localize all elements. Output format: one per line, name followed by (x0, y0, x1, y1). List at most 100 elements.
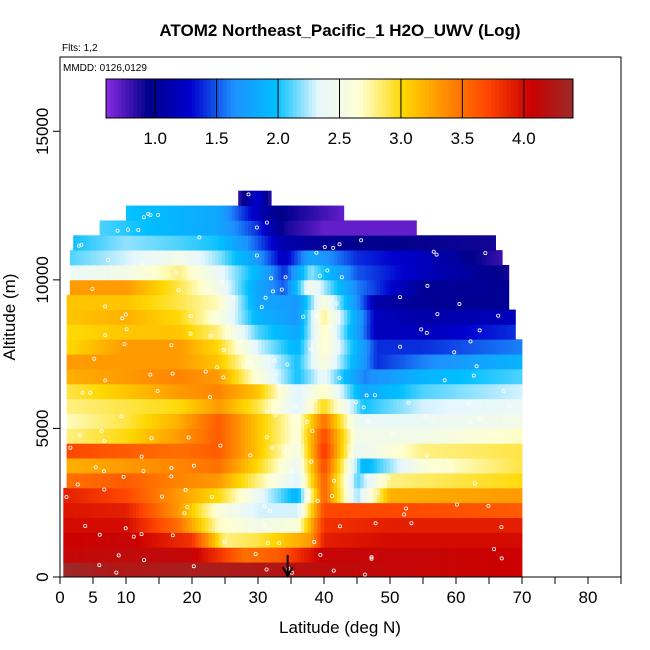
heatmap-cell (475, 265, 480, 281)
sample-point (318, 552, 323, 557)
heatmap-cell (406, 443, 411, 459)
heatmap-cell (248, 309, 252, 325)
heatmap-cell (456, 428, 460, 444)
heatmap-cell (449, 547, 454, 563)
heatmap-cell (195, 517, 199, 533)
heatmap-cell (277, 502, 282, 518)
heatmap-cell (264, 190, 269, 206)
heatmap-cell (390, 250, 394, 266)
heatmap-cell (238, 562, 242, 577)
heatmap-cell (416, 547, 421, 563)
heatmap-cell (423, 562, 427, 577)
heatmap-cell (192, 324, 196, 340)
colorbar-swatch (479, 79, 484, 118)
heatmap-cell (231, 265, 236, 281)
heatmap-cell (93, 487, 97, 504)
heatmap-cell (291, 220, 295, 236)
heatmap-cell (518, 428, 523, 444)
heatmap-cell (310, 205, 315, 221)
heatmap-cell (185, 369, 190, 385)
heatmap-cell (498, 413, 503, 429)
heatmap-cell (360, 339, 364, 355)
heatmap-cell (159, 220, 163, 236)
heatmap-cell (449, 279, 454, 296)
heatmap-cell (380, 458, 384, 474)
heatmap-cell (155, 517, 160, 533)
heatmap-cell (459, 235, 463, 251)
heatmap-cell (327, 383, 331, 400)
heatmap-cell (294, 458, 298, 474)
heatmap-cell (403, 473, 407, 489)
heatmap-cell (271, 324, 275, 340)
heatmap-cell (505, 562, 510, 577)
heatmap-cell (218, 354, 223, 370)
heatmap-cell (363, 458, 368, 474)
heatmap-cell (208, 369, 213, 385)
heatmap-cell (99, 309, 104, 325)
heatmap-cell (234, 205, 239, 221)
heatmap-cell (505, 413, 510, 429)
heatmap-cell (489, 562, 493, 577)
latitude-marker-arrow (281, 555, 294, 579)
heatmap-cell (129, 443, 133, 459)
heatmap-cell (456, 265, 460, 281)
heatmap-cell (145, 324, 150, 340)
heatmap-cell (182, 428, 186, 444)
heatmap-cell (73, 250, 77, 266)
heatmap-cell (165, 473, 170, 489)
heatmap-cell (307, 547, 312, 563)
heatmap-cell (102, 339, 107, 355)
heatmap-cell (370, 428, 374, 444)
heatmap-cell (281, 487, 285, 504)
heatmap-cell (489, 369, 493, 385)
heatmap-cell (198, 562, 203, 577)
heatmap-cell (277, 265, 282, 281)
heatmap-cell (264, 562, 269, 577)
heatmap-cell (456, 354, 460, 370)
heatmap-cell (495, 517, 500, 533)
heatmap-cell (396, 502, 401, 518)
heatmap-cell (69, 547, 74, 563)
sample-point (92, 356, 97, 361)
heatmap-cell (340, 547, 345, 563)
heatmap-cell (508, 487, 513, 504)
heatmap-cell (449, 502, 454, 518)
heatmap-cell (333, 383, 338, 400)
heatmap-cell (360, 265, 364, 281)
heatmap-cell (512, 443, 516, 459)
heatmap-cell (102, 458, 107, 474)
sample-point (80, 390, 85, 395)
heatmap-cell (93, 428, 97, 444)
heatmap-cell (244, 339, 249, 355)
heatmap-cell (406, 428, 411, 444)
heatmap-cell (185, 458, 190, 474)
heatmap-cell (469, 502, 473, 518)
heatmap-cell (502, 324, 506, 340)
heatmap-cell (512, 517, 516, 533)
heatmap-cell (261, 235, 265, 251)
heatmap-cell (106, 532, 110, 548)
heatmap-cell (403, 458, 407, 474)
heatmap-cell (452, 502, 457, 518)
heatmap-cell (254, 458, 259, 474)
heatmap-cell (370, 413, 374, 429)
heatmap-cell (304, 265, 308, 281)
heatmap-cell (135, 294, 140, 310)
heatmap-cell (86, 458, 91, 474)
heatmap-cell (399, 532, 404, 548)
heatmap-cell (281, 398, 285, 414)
heatmap-cell (327, 487, 331, 504)
sample-point (272, 358, 277, 363)
heatmap-cell (485, 383, 490, 400)
heatmap-cell (241, 473, 246, 489)
sample-point (452, 350, 457, 355)
heatmap-cell (297, 517, 302, 533)
heatmap-cell (159, 250, 163, 266)
heatmap-cell (294, 265, 298, 281)
heatmap-cell (149, 294, 153, 310)
heatmap-cell (149, 235, 153, 251)
heatmap-cell (188, 562, 193, 577)
heatmap-cell (231, 309, 236, 325)
heatmap-cell (106, 413, 110, 429)
heatmap-cell (284, 265, 289, 281)
